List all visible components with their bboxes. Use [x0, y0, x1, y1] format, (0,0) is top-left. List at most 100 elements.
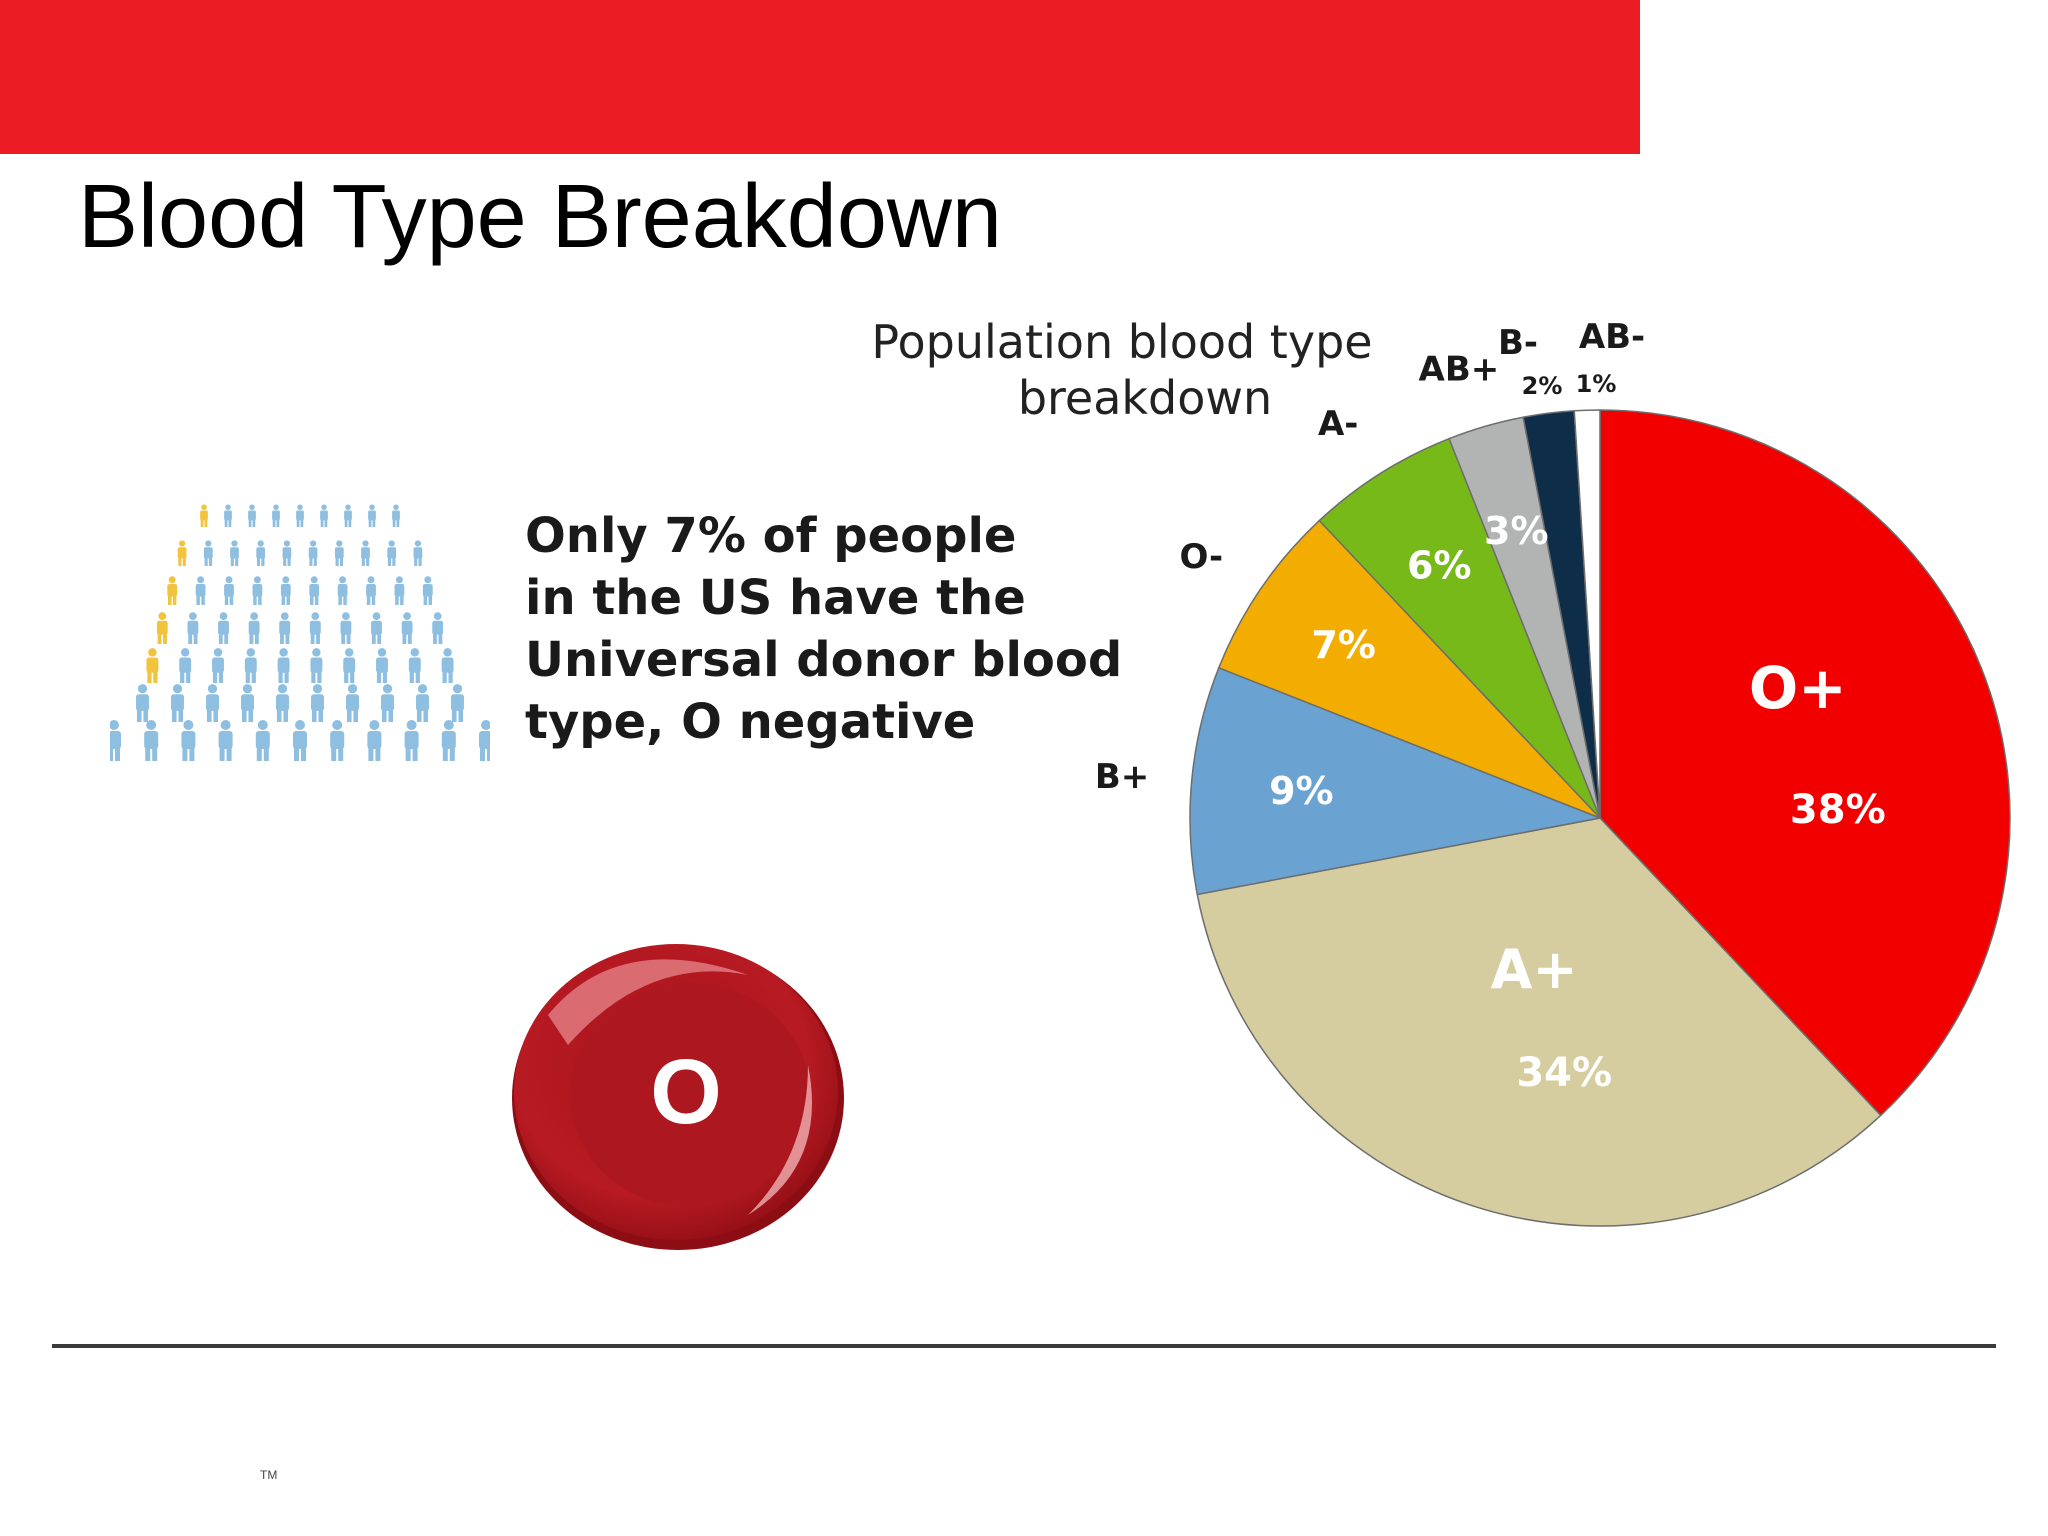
- person-icon: [432, 612, 444, 644]
- pie-slice-oneg: [1217, 519, 1601, 819]
- blood-cell-label: O: [650, 1041, 722, 1143]
- person-icon: [218, 612, 229, 644]
- slice-value-label: 1%: [1576, 370, 1617, 398]
- person-icon: [479, 720, 490, 761]
- pie-slice-bpos: [1189, 666, 1603, 896]
- person-icon: [224, 504, 232, 527]
- people-graphic: [110, 504, 490, 761]
- slice-value-label: 34%: [1516, 1050, 1612, 1096]
- fact-text: Only 7% of people in the US have the Uni…: [525, 505, 1123, 753]
- person-icon: [413, 540, 423, 566]
- fact-line: Universal donor blood: [525, 632, 1123, 688]
- person-icon: [334, 540, 344, 566]
- person-icon: [408, 648, 421, 683]
- fact-line: Only 7% of people: [525, 508, 1017, 564]
- person-icon: [311, 684, 324, 722]
- person-icon: [441, 720, 456, 761]
- person-icon: [255, 720, 270, 761]
- person-icon: [167, 576, 178, 605]
- person-icon: [337, 576, 348, 605]
- person-icon: [206, 684, 219, 722]
- person-icon: [244, 648, 257, 683]
- person-icon: [280, 576, 291, 605]
- person-icon: [171, 684, 184, 722]
- person-icon: [376, 648, 388, 683]
- person-icon: [224, 576, 234, 605]
- person-icon: [110, 720, 121, 761]
- person-icon: [451, 684, 464, 722]
- slice-value-label: 3%: [1484, 509, 1549, 553]
- slice-name-label: A+: [1491, 938, 1578, 1001]
- person-icon: [361, 540, 370, 566]
- person-icon: [212, 648, 224, 683]
- person-icon: [179, 648, 192, 683]
- slice-value-label: 6%: [1407, 544, 1472, 588]
- fact-line: in the US have the: [525, 570, 1026, 626]
- pie-labels: O+ 38% A+ 34% 9% B+ 7% O- 6% A- 3% AB+B- 2% AB- 1%: [1095, 317, 1886, 1096]
- pie-slice-aneg: [1318, 437, 1601, 819]
- person-icon: [308, 540, 318, 566]
- person-icon: [392, 504, 400, 527]
- person-icon: [256, 540, 266, 566]
- person-icon: [340, 612, 352, 644]
- blood-cell-graphic: O: [512, 944, 844, 1250]
- blood-cell-rim-highlight: [748, 1065, 812, 1215]
- person-icon: [401, 612, 413, 644]
- slice-name-label: O-: [1179, 537, 1223, 577]
- person-icon: [218, 720, 233, 761]
- person-icon: [230, 540, 239, 566]
- person-icon: [195, 576, 206, 605]
- person-icon: [344, 504, 352, 527]
- person-icon: [387, 540, 397, 566]
- slice-value-label: 9%: [1269, 769, 1334, 813]
- person-icon: [276, 684, 289, 722]
- person-icon: [248, 504, 256, 527]
- slice-name-label: O+: [1749, 654, 1847, 722]
- person-icon: [282, 540, 292, 566]
- slice-name-label: B-: [1498, 323, 1538, 363]
- person-icon: [309, 576, 320, 605]
- chart-title-line: breakdown: [1018, 371, 1272, 425]
- pie-slice-opos: [1599, 409, 2011, 1117]
- slice-value-label: 38%: [1790, 787, 1886, 833]
- chart-title-line: Population blood type: [871, 315, 1372, 369]
- pie-slices: [1189, 409, 2011, 1227]
- blood-cell-highlight: [548, 959, 748, 1045]
- slice-name-label: AB-: [1579, 317, 1645, 357]
- person-icon: [366, 576, 376, 605]
- slice-name-label: AB+: [1419, 350, 1500, 390]
- pie-slice-abneg: [1573, 409, 1601, 819]
- person-icon: [293, 720, 307, 761]
- slide-title: Blood Type Breakdown: [78, 167, 1002, 267]
- person-icon: [309, 612, 321, 644]
- person-icon: [368, 504, 376, 527]
- person-icon: [346, 684, 359, 722]
- person-icon: [416, 684, 429, 722]
- person-icon: [203, 540, 213, 566]
- person-icon: [200, 504, 208, 527]
- person-icon: [330, 720, 345, 761]
- person-icon: [156, 612, 168, 644]
- person-icon: [404, 720, 419, 761]
- person-icon: [136, 684, 149, 722]
- slice-name-label: B+: [1095, 757, 1149, 797]
- person-icon: [277, 648, 290, 683]
- bottom-divider: [52, 1344, 1996, 1348]
- top-red-bar: [0, 0, 1640, 154]
- blood-cell-center: [570, 983, 810, 1207]
- slice-name-label: A-: [1318, 404, 1358, 444]
- person-icon: [296, 504, 304, 527]
- slice-value-label: 7%: [1311, 623, 1376, 667]
- person-icon: [177, 540, 187, 566]
- person-icon: [272, 504, 280, 527]
- person-icon: [187, 612, 199, 644]
- person-icon: [279, 612, 291, 644]
- person-icon: [422, 576, 433, 605]
- person-icon: [381, 684, 394, 722]
- person-icon: [181, 720, 196, 761]
- person-icon: [367, 720, 382, 761]
- person-icon: [343, 648, 356, 683]
- person-icon: [441, 648, 454, 683]
